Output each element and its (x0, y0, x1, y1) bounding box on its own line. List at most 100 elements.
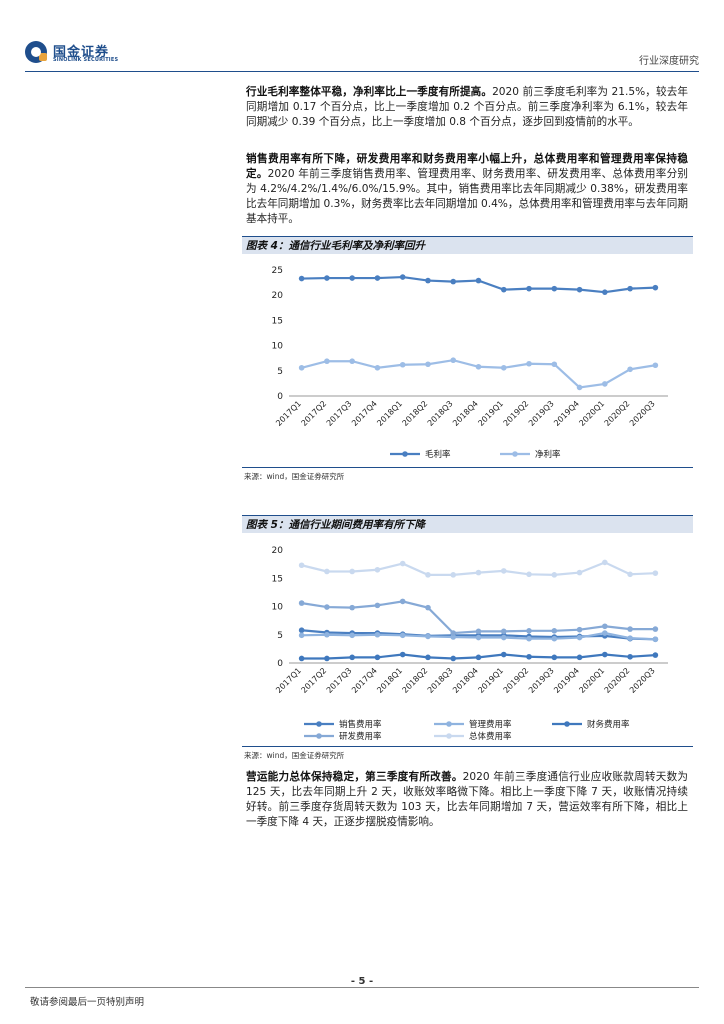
y-tick-label: 10 (272, 603, 284, 613)
data-point (500, 364, 507, 371)
x-tick-label: 2018Q1 (375, 399, 404, 428)
footer-divider (25, 987, 699, 988)
header-divider (25, 71, 699, 72)
data-point (425, 654, 431, 661)
x-tick-label: 2019Q1 (476, 666, 505, 695)
data-point (450, 630, 457, 636)
data-point (526, 653, 532, 660)
series-line (301, 600, 656, 635)
legend-label: 总体费用率 (469, 731, 512, 742)
figure4-title: 图表 4：通信行业毛利率及净利率回升 (242, 236, 693, 254)
data-point (349, 358, 355, 365)
legend-item: 毛利率 (390, 449, 451, 460)
data-point (374, 364, 381, 371)
data-point (298, 627, 305, 634)
legend-item: 财务费用率 (552, 719, 630, 730)
data-point (551, 361, 558, 368)
data-point (450, 655, 457, 662)
data-point (324, 568, 330, 575)
x-tick-label: 2018Q2 (401, 666, 430, 695)
data-point (526, 571, 532, 578)
data-point (425, 633, 431, 640)
y-tick-label: 25 (272, 266, 283, 276)
data-point (324, 655, 330, 662)
data-point (576, 286, 583, 293)
data-point (324, 275, 330, 281)
data-point (551, 627, 558, 634)
data-point (349, 654, 355, 661)
x-tick-label: 2020Q1 (577, 666, 606, 695)
data-point (551, 654, 558, 661)
x-tick-label: 2020Q2 (603, 666, 632, 695)
paragraph-operation-body: 2020 年前三季度通信行业应收账款周转天数为 125 天，比去年同期上升 2 … (246, 771, 689, 828)
data-point (576, 634, 583, 641)
data-point (349, 568, 355, 575)
x-tick-label: 2018Q1 (375, 666, 404, 695)
y-tick-label: 15 (272, 316, 283, 326)
data-point (298, 364, 305, 371)
data-point (652, 284, 659, 291)
legend-item: 销售费用率 (304, 719, 382, 730)
data-point (602, 630, 608, 636)
data-point (399, 361, 406, 368)
x-tick-label: 2017Q1 (274, 399, 303, 428)
data-point (298, 600, 305, 606)
legend-item: 研发费用率 (304, 731, 382, 742)
data-point (526, 360, 532, 367)
y-tick-label: 20 (272, 291, 284, 301)
data-point (298, 632, 305, 639)
data-point (374, 566, 381, 573)
data-point (349, 604, 355, 611)
data-point (374, 602, 381, 609)
logo-cn-text: 国金证券 (53, 45, 110, 60)
data-point (500, 628, 507, 635)
data-point (652, 362, 659, 369)
figure5-chart: 051015202017Q12017Q22017Q32017Q42018Q120… (272, 546, 668, 742)
data-point (576, 626, 583, 633)
data-point (324, 631, 330, 638)
legend-item: 净利率 (500, 449, 561, 460)
data-point (450, 572, 457, 578)
legend-item: 总体费用率 (434, 731, 512, 742)
x-tick-label: 2019Q4 (552, 666, 581, 695)
y-tick-label: 10 (272, 342, 284, 352)
data-point (374, 654, 381, 661)
data-point (627, 366, 633, 373)
figure5-source: 来源：wind，国金证券研究所 (244, 751, 345, 760)
data-point (425, 361, 431, 368)
x-tick-label: 2019Q2 (502, 399, 531, 428)
report-type: 行业深度研究 (639, 56, 699, 67)
data-point (500, 568, 507, 574)
x-tick-label: 2018Q4 (451, 399, 480, 428)
data-point (450, 357, 457, 364)
data-point (399, 274, 406, 280)
data-point (500, 651, 507, 658)
y-tick-label: 5 (277, 367, 283, 377)
data-point (374, 631, 381, 638)
x-tick-label: 2020Q3 (628, 666, 657, 695)
logo-icon (25, 41, 47, 63)
figure4-source: 来源：wind，国金证券研究所 (244, 472, 345, 481)
data-point (500, 634, 507, 641)
data-point (627, 653, 633, 660)
data-point (602, 289, 608, 295)
data-point (576, 384, 583, 391)
data-point (475, 363, 482, 370)
legend-item: 管理费用率 (434, 719, 512, 730)
x-tick-label: 2017Q3 (325, 666, 354, 695)
x-tick-label: 2019Q4 (552, 399, 581, 428)
page-header: 国金证券 SINOLINK SECURITIES 行业深度研究 (25, 38, 699, 72)
data-point (450, 634, 457, 640)
data-point (602, 559, 608, 566)
figure5-title: 图表 5：通信行业期间费用率有所下降 (242, 515, 693, 533)
legend-label: 净利率 (535, 449, 561, 460)
data-point (475, 277, 482, 284)
legend-marker (316, 721, 322, 727)
y-tick-label: 0 (277, 392, 283, 402)
x-tick-label: 2019Q2 (502, 666, 531, 695)
legend-label: 管理费用率 (469, 719, 512, 730)
x-tick-label: 2017Q2 (299, 399, 328, 428)
x-tick-label: 2017Q4 (350, 666, 379, 695)
data-point (298, 655, 305, 662)
paragraph-expense-body: 2020 年前三季度销售费用率、管理费用率、财务费用率、研发费用率、总体费用率分… (246, 168, 689, 225)
